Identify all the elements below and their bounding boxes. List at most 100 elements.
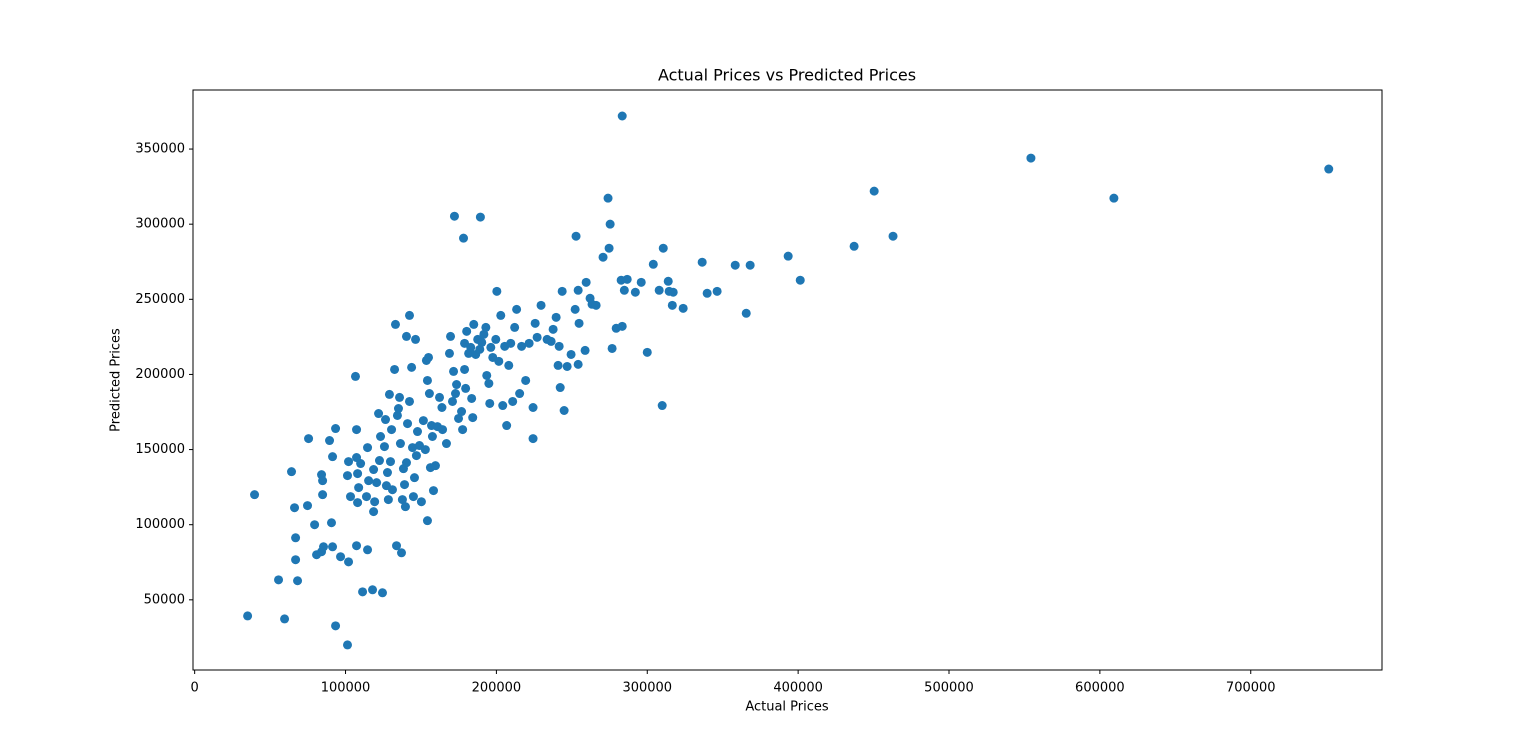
point xyxy=(667,300,677,310)
point xyxy=(441,439,451,449)
point xyxy=(416,497,426,507)
point xyxy=(730,260,740,270)
point xyxy=(555,383,565,393)
point xyxy=(374,456,384,466)
point xyxy=(395,392,405,402)
point xyxy=(481,322,491,332)
point xyxy=(468,413,478,423)
point xyxy=(551,312,561,322)
point xyxy=(392,541,402,551)
point xyxy=(438,425,448,435)
point xyxy=(603,193,613,203)
point xyxy=(657,401,667,411)
point xyxy=(424,389,434,399)
point xyxy=(484,378,494,388)
point xyxy=(377,588,387,598)
point xyxy=(642,347,652,357)
point xyxy=(510,322,520,332)
point xyxy=(504,360,514,370)
x-tick-label: 600000 xyxy=(1075,681,1125,696)
point xyxy=(342,640,352,650)
point xyxy=(668,287,678,297)
point xyxy=(447,396,457,406)
point xyxy=(494,356,504,366)
point xyxy=(422,375,432,385)
point xyxy=(1109,193,1119,203)
point xyxy=(243,611,253,621)
point xyxy=(353,469,363,479)
point xyxy=(622,274,632,284)
point xyxy=(407,362,417,372)
point xyxy=(617,321,627,331)
point xyxy=(381,415,391,425)
point xyxy=(449,211,459,221)
point xyxy=(437,402,447,412)
point xyxy=(250,490,260,500)
point xyxy=(491,334,501,344)
point xyxy=(486,342,496,352)
point xyxy=(424,352,434,362)
point xyxy=(318,490,328,500)
point xyxy=(353,498,363,508)
point xyxy=(303,501,313,511)
point xyxy=(368,585,378,595)
point xyxy=(379,442,389,452)
point xyxy=(390,364,400,374)
point xyxy=(331,621,341,631)
point xyxy=(741,308,751,318)
point xyxy=(361,492,371,502)
point xyxy=(566,349,576,359)
y-tick-label: 200000 xyxy=(135,367,185,382)
point xyxy=(446,331,456,341)
y-tick-label: 150000 xyxy=(135,442,185,457)
point xyxy=(492,286,502,296)
point xyxy=(580,345,590,355)
point xyxy=(358,587,368,597)
point xyxy=(401,331,411,341)
point xyxy=(571,231,581,241)
point xyxy=(536,300,546,310)
point xyxy=(344,557,354,567)
point xyxy=(530,318,540,328)
point xyxy=(546,336,556,346)
point xyxy=(369,507,379,517)
point xyxy=(346,492,356,502)
point xyxy=(382,468,392,478)
y-tick-label: 100000 xyxy=(135,517,185,532)
point xyxy=(304,434,314,444)
point xyxy=(420,445,430,455)
x-tick-label: 400000 xyxy=(773,681,823,696)
point xyxy=(607,343,617,353)
point xyxy=(515,389,525,399)
point xyxy=(318,476,328,486)
point xyxy=(1026,153,1036,163)
point xyxy=(408,443,418,453)
point xyxy=(604,243,614,253)
x-tick-label: 500000 xyxy=(924,681,974,696)
point xyxy=(574,318,584,328)
point xyxy=(325,436,335,446)
point xyxy=(482,370,492,380)
point xyxy=(354,483,364,493)
point xyxy=(449,366,459,376)
x-tick-label: 300000 xyxy=(622,681,672,696)
point xyxy=(310,520,320,530)
point xyxy=(477,337,487,347)
point xyxy=(403,419,413,429)
point xyxy=(451,389,461,399)
point xyxy=(385,457,395,467)
point xyxy=(479,329,489,339)
point xyxy=(528,402,538,412)
point xyxy=(328,542,338,552)
point xyxy=(344,457,354,467)
point xyxy=(422,516,432,526)
point xyxy=(274,575,284,585)
point xyxy=(548,324,558,334)
point xyxy=(557,286,567,296)
point xyxy=(369,465,379,475)
point xyxy=(591,300,601,310)
point xyxy=(387,425,397,435)
point xyxy=(376,431,386,441)
point xyxy=(395,439,405,449)
point xyxy=(363,443,373,453)
